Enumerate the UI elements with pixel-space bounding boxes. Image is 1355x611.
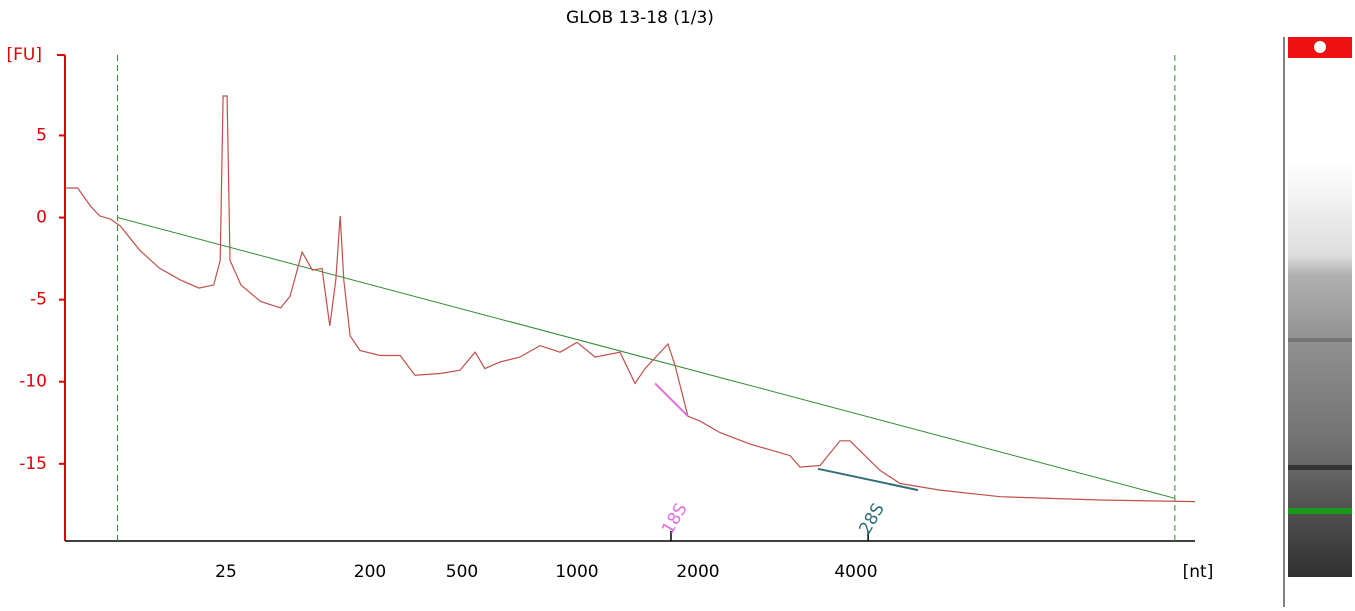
x-tick-label: 2000 — [676, 562, 719, 582]
y-tick-label: -15 — [19, 454, 47, 474]
gel-marker-band — [1288, 508, 1352, 514]
x-tick-label: 4000 — [834, 562, 877, 582]
y-tick-label: 5 — [36, 125, 47, 145]
y-axis-label: [FU] — [7, 45, 43, 65]
x-tick-label: 1000 — [555, 562, 598, 582]
y-tick-label: 0 — [36, 208, 47, 228]
x-tick-label: 500 — [446, 562, 478, 582]
peak-label: 28S — [855, 500, 889, 538]
gel-band — [1288, 338, 1352, 342]
trace — [65, 95, 1196, 503]
gel-icon — [1314, 41, 1326, 53]
y-tick-label: -10 — [19, 372, 47, 392]
gel-lane — [1288, 58, 1352, 577]
baseline — [117, 217, 1176, 499]
x-axis-label: [nt] — [1183, 562, 1214, 582]
peak-fit — [817, 467, 919, 492]
x-tick-label: 200 — [354, 562, 386, 582]
peak-label: 18S — [658, 500, 692, 538]
gel-band — [1288, 465, 1352, 470]
peak-fit — [654, 382, 689, 417]
chart-title: GLOB 13-18 (1/3) — [566, 8, 714, 28]
x-tick-label: 25 — [215, 562, 237, 582]
y-tick-label: -5 — [30, 290, 47, 310]
